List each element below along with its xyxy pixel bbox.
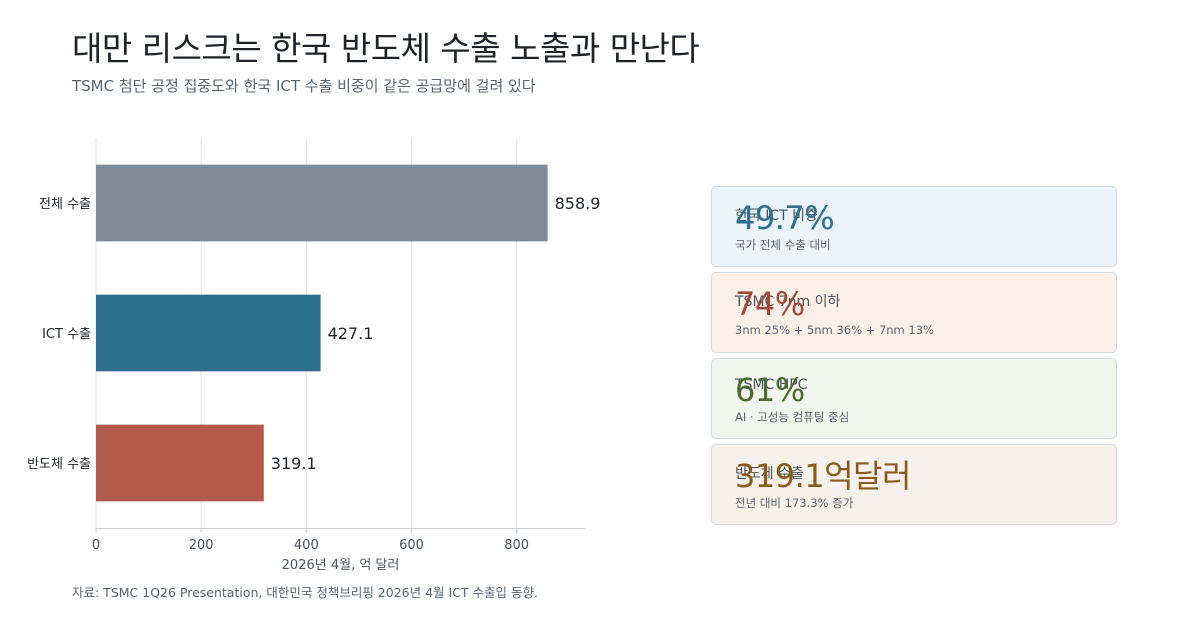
x-tick-label: 200 <box>189 538 214 553</box>
kpi-label: TSMC HPC <box>735 377 808 393</box>
kpi-note: 국가 전체 수출 대비 <box>735 238 831 252</box>
bar <box>96 424 264 502</box>
kpi-value: 319.1억달러 <box>735 457 911 495</box>
value-label: 858.9 <box>555 194 601 213</box>
bar <box>96 294 321 372</box>
bar-chart: 전체 수출 858.9 ICT 수출 427.1 반도체 수출 319.1 0 200 400 6… <box>27 138 601 573</box>
source-note: 자료: TSMC 1Q26 Presentation, 대한민국 정책브리핑 2… <box>72 585 538 600</box>
kpi-label: 반도체 수출 <box>735 466 804 482</box>
kpi-note: AI · 고성능 컴퓨팅 중심 <box>735 410 850 424</box>
kpi-note: 전년 대비 173.3% 증가 <box>735 496 854 510</box>
kpi-label: 한국 ICT 비중 <box>735 208 818 224</box>
kpi-value: 74% <box>735 285 805 323</box>
x-tick-label: 400 <box>294 538 319 553</box>
kpi-card-ict-share: 한국 ICT 비중 49.7% 국가 전체 수출 대비 <box>711 186 1117 267</box>
value-label: 427.1 <box>328 324 374 343</box>
kpi-panel: 한국 ICT 비중 49.7% 국가 전체 수출 대비 TSMC 7nm 이하 … <box>711 186 1117 530</box>
category-label: ICT 수출 <box>42 327 91 342</box>
page-subtitle: TSMC 첨단 공정 집중도와 한국 ICT 수출 비중이 같은 공급망에 걸려… <box>72 77 536 95</box>
kpi-value: 61% <box>735 371 805 409</box>
category-label: 전체 수출 <box>39 197 91 212</box>
x-tick-label: 0 <box>92 538 100 553</box>
bar <box>96 164 548 242</box>
x-tick-label: 600 <box>399 538 424 553</box>
kpi-label: TSMC 7nm 이하 <box>735 294 841 310</box>
kpi-card-tsmc-hpc: TSMC HPC 61% AI · 고성능 컴퓨팅 중심 <box>711 358 1117 439</box>
kpi-value: 49.7% <box>735 199 835 237</box>
value-label: 319.1 <box>271 454 317 473</box>
kpi-card-tsmc-7nm: TSMC 7nm 이하 74% 3nm 25% + 5nm 36% + 7nm … <box>711 272 1117 353</box>
kpi-card-semiconductor-export: 반도체 수출 319.1억달러 전년 대비 173.3% 증가 <box>711 444 1117 525</box>
x-axis-label: 2026년 4월, 억 달러 <box>282 558 400 573</box>
category-label: 반도체 수출 <box>27 457 91 472</box>
kpi-note: 3nm 25% + 5nm 36% + 7nm 13% <box>735 323 934 337</box>
x-tick-label: 800 <box>504 538 529 553</box>
page-title: 대만 리스크는 한국 반도체 수출 노출과 만난다 <box>72 29 700 68</box>
